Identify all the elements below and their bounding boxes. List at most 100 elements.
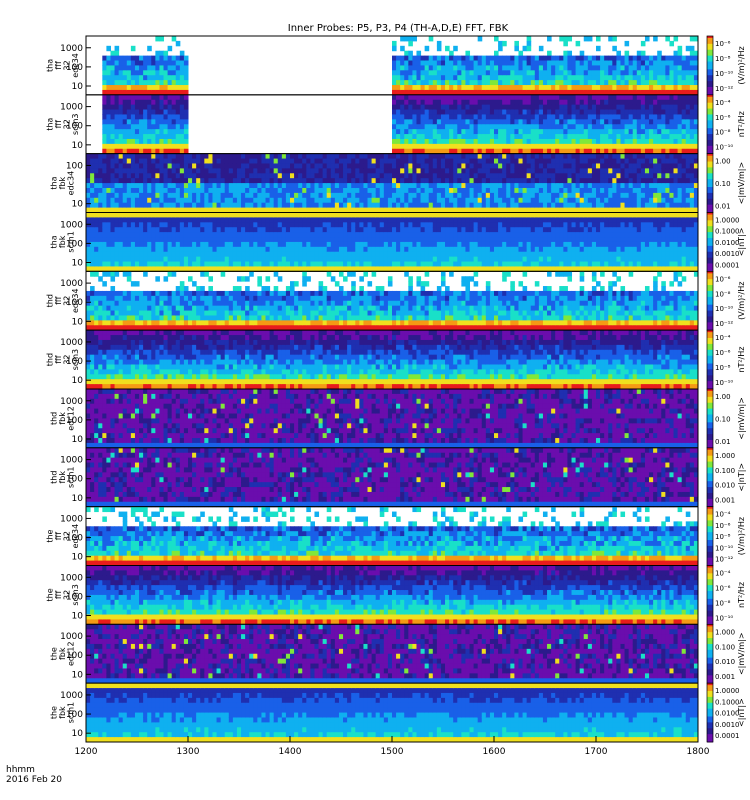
spectrogram-cell (290, 227, 295, 233)
spectrogram-cell (559, 207, 564, 213)
spectrogram-cell (612, 187, 617, 194)
spectrogram-cell (583, 183, 589, 189)
spectrogram-cell (220, 241, 226, 248)
spectrogram-cell (285, 163, 291, 169)
spectrogram-cell (575, 55, 581, 62)
spectrogram-cell (179, 70, 185, 76)
colorbar-tick-label: 0.10 (715, 180, 731, 188)
spectrogram-cell (277, 173, 283, 179)
spectrogram-cell (424, 124, 430, 130)
spectrogram-cell (392, 237, 397, 243)
spectrogram-cell (644, 36, 650, 42)
spectrogram-cell (461, 187, 466, 194)
spectrogram-cell (408, 266, 413, 272)
colorbar-step (707, 61, 713, 64)
spectrogram-cell (130, 256, 136, 263)
spectrogram-cell (106, 85, 111, 91)
spectrogram-cell (608, 158, 613, 164)
spectrogram-cell (583, 60, 589, 66)
spectrogram-cell (485, 129, 491, 135)
spectrogram-cell (192, 197, 197, 204)
spectrogram-cell (106, 114, 111, 120)
spectrogram-cell (318, 173, 324, 179)
spectrogram-cell (412, 202, 417, 209)
colorbar-step (707, 110, 713, 113)
spectrogram-cell (139, 168, 144, 174)
spectrogram-cell (628, 148, 634, 155)
spectrogram-cell (559, 134, 564, 140)
spectrogram-cell (681, 183, 687, 189)
spectrogram-cell (649, 138, 654, 145)
spectrogram-cell (392, 89, 397, 96)
spectrogram-cell (171, 187, 177, 194)
spectrogram-cell (363, 237, 369, 243)
spectrogram-cell (526, 187, 532, 194)
spectrogram-cell (440, 197, 446, 204)
spectrogram-cell (436, 119, 442, 125)
spectrogram-cell (375, 173, 381, 179)
spectrogram-cell (114, 261, 120, 267)
spectrogram-cell (338, 197, 344, 204)
spectrogram-cell (436, 134, 442, 140)
y-axis-label-line: fbk (58, 176, 67, 189)
spectrogram-cell (498, 158, 503, 164)
colorbar-step (707, 139, 713, 143)
spectrogram-cell (428, 168, 434, 174)
spectrogram-cell (408, 197, 413, 204)
spectrogram-cell (547, 55, 552, 62)
spectrogram-cell (330, 251, 336, 258)
spectrogram-cell (530, 114, 536, 120)
spectrogram-cell (126, 75, 132, 81)
spectrogram-cell (567, 192, 573, 199)
spectrogram-cell (147, 104, 152, 111)
spectrogram-cell (306, 212, 311, 218)
spectrogram-cell (139, 55, 144, 62)
spectrogram-cell (257, 266, 262, 272)
spectrogram-cell (261, 202, 267, 209)
spectrogram-cell (579, 99, 585, 106)
spectrogram-cell (534, 89, 540, 96)
spectrogram-cell (620, 109, 626, 115)
spectrogram-cell (204, 232, 209, 238)
spectrogram-cell (134, 232, 140, 238)
spectrogram-cell (343, 207, 348, 213)
spectrogram-cell (498, 207, 503, 213)
spectrogram-cell (347, 202, 352, 209)
spectrogram-cell (147, 237, 152, 243)
spectrogram-cell (179, 134, 185, 140)
spectrogram-cell (302, 217, 307, 223)
spectrogram-cell (383, 168, 389, 174)
spectrogram-cell (416, 119, 422, 125)
spectrogram-cell (644, 129, 650, 135)
spectrogram-cell (440, 148, 446, 155)
spectrogram-cell (273, 163, 279, 169)
spectrogram-cell (665, 60, 670, 66)
spectrogram-cell (665, 187, 670, 194)
spectrogram-cell (681, 173, 687, 179)
spectrogram-cell (134, 134, 140, 140)
spectrogram-cell (359, 227, 364, 233)
spectrogram-cell (432, 168, 438, 174)
spectrogram-cell (249, 266, 254, 272)
spectrogram-cell (453, 158, 458, 164)
spectrogram-cell (400, 192, 405, 199)
spectrogram-cell (396, 134, 401, 140)
spectrogram-cell (326, 192, 332, 199)
spectrogram-cell (196, 158, 201, 164)
spectrogram-cell (404, 134, 409, 140)
spectrogram-cell (640, 202, 646, 209)
spectrogram-cell (371, 266, 377, 272)
colorbar-step (707, 175, 713, 178)
spectrogram-cell (228, 197, 234, 204)
spectrogram-cell (220, 261, 226, 267)
spectrogram-cell (526, 168, 532, 174)
spectrogram-cell (412, 153, 417, 160)
spectrogram-cell (514, 178, 519, 184)
spectrogram-cell (163, 80, 169, 86)
spectrogram-cell (98, 222, 103, 228)
spectrogram-cell (375, 212, 381, 218)
spectrogram-cell (555, 114, 560, 120)
spectrogram-cell (498, 148, 503, 155)
spectrogram-cell (457, 124, 462, 130)
spectrogram-cell (249, 256, 254, 263)
